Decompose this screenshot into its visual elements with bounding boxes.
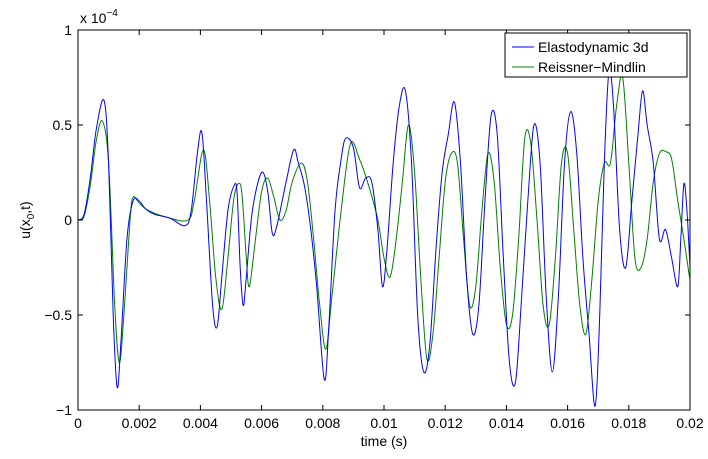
y-axis-label-main: u(x — [17, 219, 33, 238]
series-layer — [78, 68, 690, 407]
x-tick-label: 0.01 — [370, 415, 397, 431]
legend-label-reissner-mindlin: Reissner−Mindlin — [538, 59, 646, 75]
x-tick-label: 0 — [74, 415, 82, 431]
x-axis-label: time (s) — [361, 433, 408, 449]
x-tick-label: 0.012 — [428, 415, 463, 431]
y-tick-label: −0.5 — [44, 307, 72, 323]
x-tick-label: 0.018 — [611, 415, 646, 431]
legend-box — [504, 32, 688, 78]
series-line-elastodynamic-3d — [78, 68, 690, 407]
x-tick-label: 0.006 — [244, 415, 279, 431]
exponent-label: x 10−4 — [80, 8, 118, 26]
x-tick-label: 0.008 — [305, 415, 340, 431]
legend-label-elastodynamic: Elastodynamic 3d — [538, 39, 649, 55]
y-tick-label: 0.5 — [53, 117, 73, 133]
y-axis-label-subscript: 0 — [26, 213, 37, 219]
x-tick-label: 0.014 — [489, 415, 524, 431]
x-tick-label: 0.002 — [122, 415, 157, 431]
plot-frame — [77, 29, 691, 411]
y-tick-label: 1 — [64, 22, 72, 38]
series-line-reissner-mindlin — [78, 74, 690, 364]
x-tick-label: 0.02 — [676, 415, 703, 431]
y-tick-label: −1 — [56, 402, 72, 418]
y-tick-label: 0 — [64, 212, 72, 228]
y-axis-label-tail: ,t) — [17, 201, 33, 213]
exponent-prefix: x 10 — [80, 10, 107, 26]
x-tick-label: 0.016 — [550, 415, 585, 431]
legend: Elastodynamic 3d Reissner−Mindlin — [504, 32, 688, 78]
x-tick-label: 0.004 — [183, 415, 218, 431]
y-axis-label: u(x0,t) — [17, 201, 37, 238]
tick-layer: 0 0.002 0.004 0.006 0.008 0.01 0.012 0.014 0.016… — [44, 22, 703, 431]
exponent-power: −4 — [106, 8, 118, 19]
